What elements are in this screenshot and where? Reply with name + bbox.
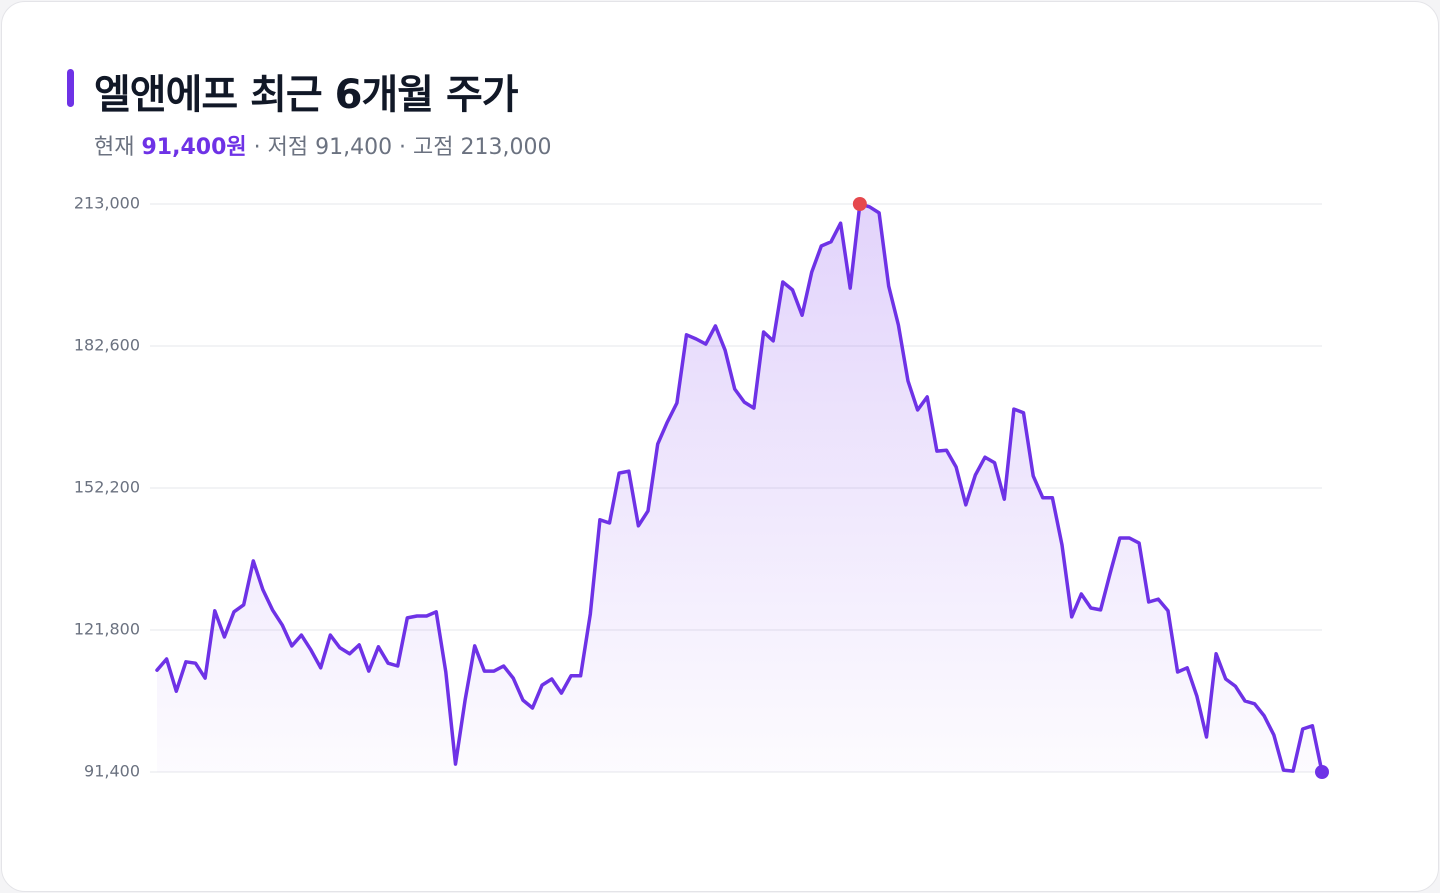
high-marker: [852, 197, 867, 211]
area: [157, 204, 1322, 772]
y-tick-label: 182,600: [74, 336, 140, 355]
y-tick-label: 213,000: [74, 194, 140, 213]
chart-title: 엘앤에프 최근 6개월 주가: [94, 72, 519, 118]
subtitle-rest: · 저점 91,400 · 고점 213,000: [253, 135, 552, 160]
subtitle: 현재 91,400원 · 저점 91,400 · 고점 213,000: [94, 129, 552, 161]
current-price: 91,400원: [141, 135, 247, 160]
title-accent: [67, 69, 74, 107]
y-tick-label: 121,800: [74, 620, 140, 639]
last-marker: [1315, 765, 1329, 779]
y-tick-label: 91,400: [84, 762, 140, 781]
subtitle-prefix: 현재: [94, 135, 135, 160]
price-line: [155, 202, 1324, 774]
y-tick-label: 152,200: [74, 478, 140, 497]
